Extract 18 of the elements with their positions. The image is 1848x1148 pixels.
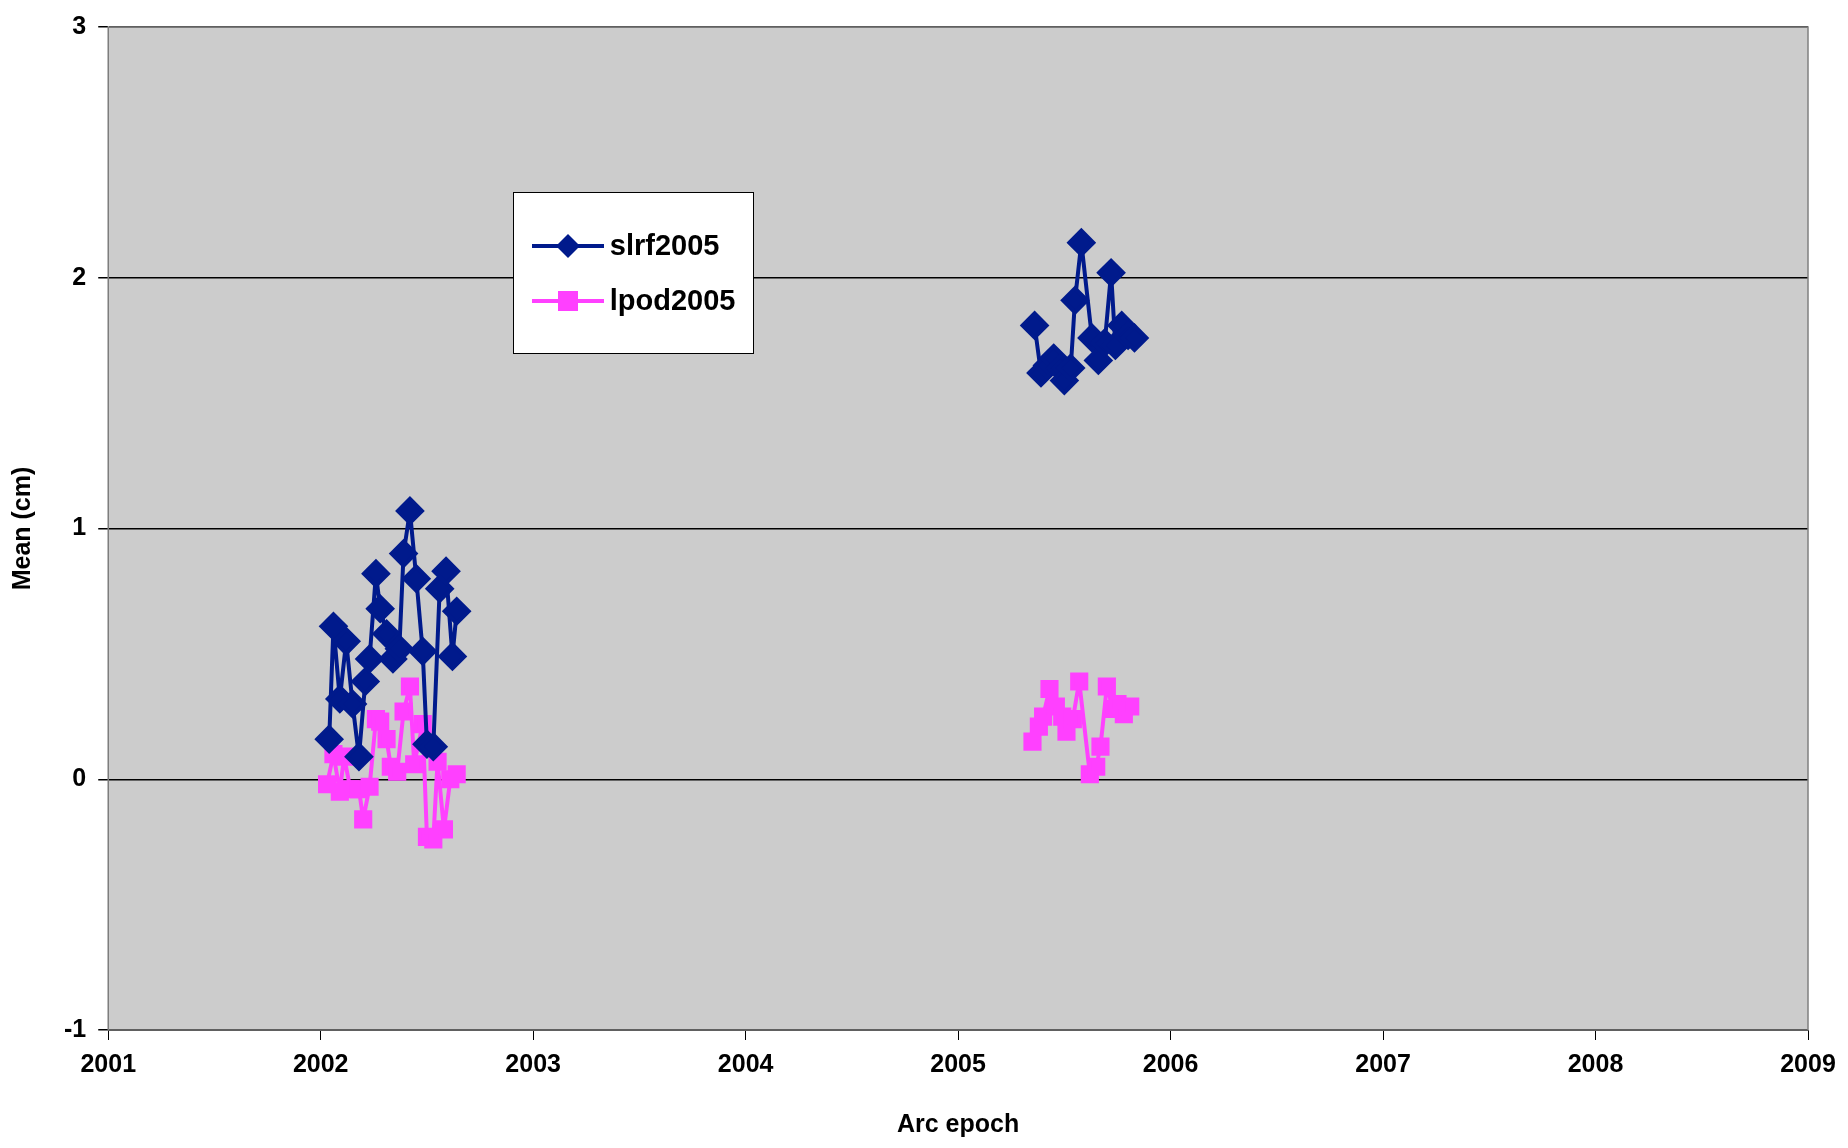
y-tick-label: 2 — [72, 261, 87, 290]
x-tick-label: 2002 — [292, 1048, 349, 1077]
y-tick-label: -1 — [63, 1013, 87, 1042]
x-tick-label: 2007 — [1355, 1048, 1411, 1077]
x-tick-label: 2001 — [80, 1048, 137, 1077]
x-tick-label: 2009 — [1780, 1048, 1836, 1077]
legend-label: lpod2005 — [609, 284, 736, 318]
x-axis-title: Arc epoch — [896, 1108, 1020, 1137]
legend-label: slrf2005 — [609, 229, 720, 263]
x-tick-label: 2008 — [1567, 1048, 1624, 1077]
x-tick-label: 2003 — [505, 1048, 561, 1077]
y-axis-title: Mean (cm) — [6, 466, 35, 591]
y-tick-label: 3 — [72, 10, 87, 39]
y-tick-label: 0 — [72, 763, 87, 792]
x-tick-label: 2006 — [1142, 1048, 1199, 1077]
x-tick-label: 2005 — [930, 1048, 987, 1077]
y-tick-label: 1 — [72, 512, 87, 541]
x-tick-label: 2004 — [717, 1048, 774, 1077]
